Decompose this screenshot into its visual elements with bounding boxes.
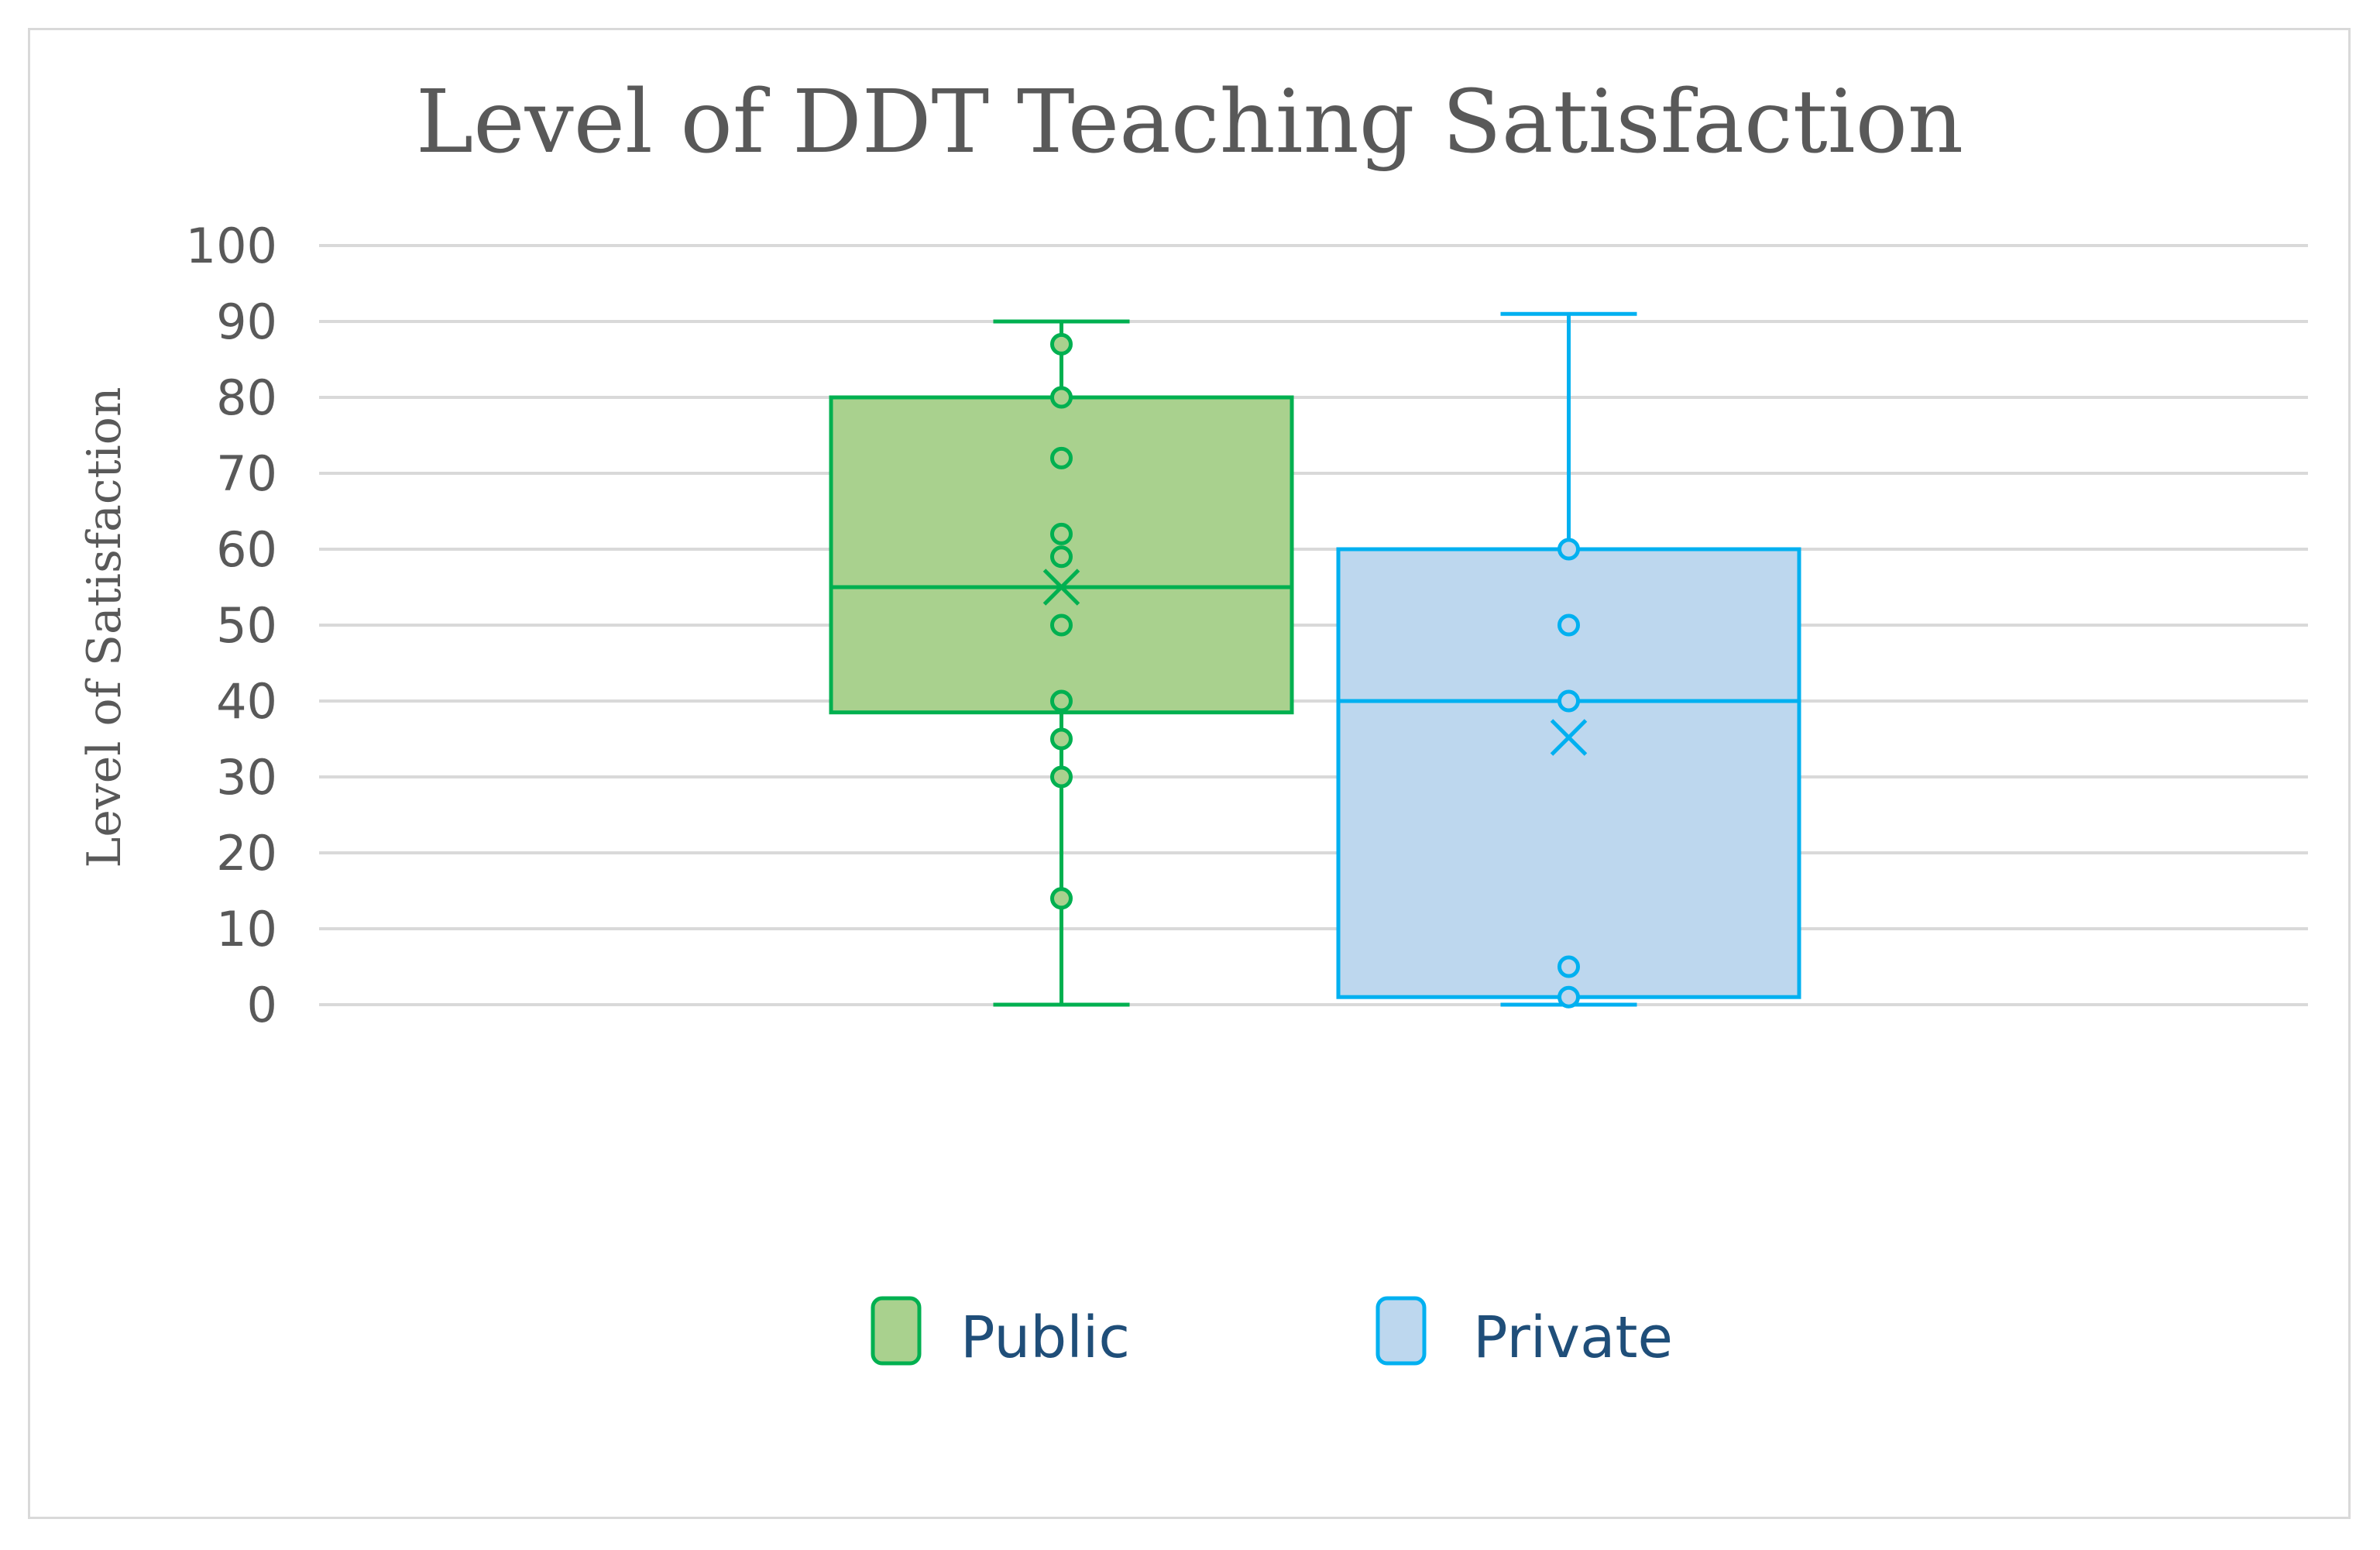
y-tick-label: 20 bbox=[216, 825, 277, 882]
legend: Public Private bbox=[871, 1296, 1673, 1371]
data-point bbox=[1050, 332, 1073, 356]
data-point bbox=[1050, 545, 1073, 569]
y-tick-label: 60 bbox=[216, 521, 277, 578]
y-tick-label: 50 bbox=[216, 597, 277, 654]
y-tick-label: 90 bbox=[216, 294, 277, 350]
legend-swatch bbox=[1375, 1296, 1427, 1366]
box-public bbox=[829, 319, 1294, 1007]
data-point bbox=[1050, 522, 1073, 545]
y-tick-label: 30 bbox=[216, 749, 277, 806]
y-axis-label: Level of Satisfaction bbox=[77, 387, 132, 868]
legend-swatch bbox=[871, 1296, 922, 1366]
gridlines bbox=[319, 244, 2308, 1006]
data-point bbox=[1050, 689, 1073, 713]
data-point bbox=[1050, 727, 1073, 751]
y-tick-label: 40 bbox=[216, 673, 277, 730]
y-tick-label: 70 bbox=[216, 445, 277, 502]
box-series bbox=[829, 311, 1801, 1009]
data-point bbox=[1050, 446, 1073, 469]
y-axis-ticks: 0 10 20 30 40 50 60 70 80 90 100 bbox=[186, 218, 277, 1033]
y-tick-label: 80 bbox=[216, 369, 277, 426]
legend-item-private: Private bbox=[1375, 1296, 1673, 1371]
data-point bbox=[1050, 613, 1073, 637]
chart-title: Level of DDT Teaching Satisfaction bbox=[416, 72, 1963, 173]
legend-item-public: Public bbox=[871, 1296, 1130, 1371]
box-private bbox=[1336, 311, 1801, 1009]
data-point bbox=[1050, 765, 1073, 789]
data-point bbox=[1557, 613, 1580, 637]
y-tick-label: 0 bbox=[247, 977, 277, 1033]
legend-label: Private bbox=[1473, 1304, 1673, 1371]
legend-label: Public bbox=[960, 1304, 1130, 1371]
mean-marker bbox=[1550, 719, 1588, 756]
mean-marker bbox=[1042, 569, 1080, 606]
y-tick-label: 10 bbox=[216, 901, 277, 957]
y-tick-label: 100 bbox=[186, 218, 277, 274]
mean-marker-stroke bbox=[1042, 569, 1080, 606]
mean-marker-stroke bbox=[1550, 719, 1588, 756]
data-point bbox=[1557, 689, 1580, 713]
data-point bbox=[1557, 985, 1580, 1009]
data-point bbox=[1557, 955, 1580, 978]
chart-frame bbox=[28, 28, 2351, 1519]
data-point bbox=[1050, 386, 1073, 409]
data-point bbox=[1050, 887, 1073, 910]
data-point bbox=[1557, 538, 1580, 561]
